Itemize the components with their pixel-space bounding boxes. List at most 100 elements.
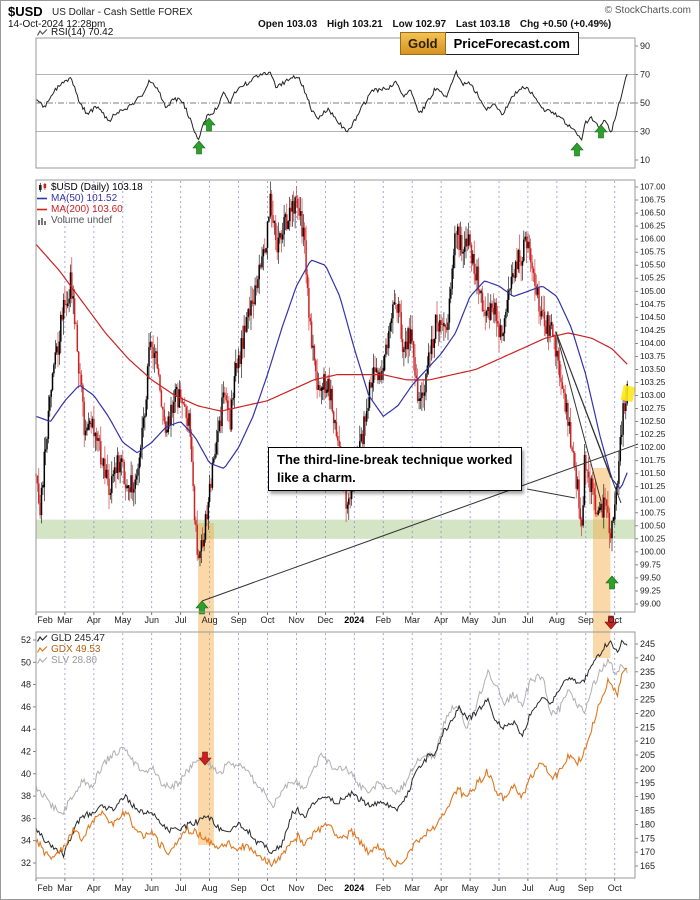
svg-text:50: 50 — [21, 657, 31, 667]
svg-text:70: 70 — [640, 70, 650, 80]
svg-text:99.25: 99.25 — [640, 586, 661, 596]
timestamp: 14-Oct-2024 12:28pm — [8, 19, 106, 30]
svg-text:107.00: 107.00 — [640, 182, 666, 192]
svg-text:40: 40 — [21, 769, 31, 779]
candlestick-icon — [39, 183, 47, 192]
svg-text:30: 30 — [640, 127, 650, 137]
ma200-legend: MA(200) 103.60 — [37, 204, 123, 215]
svg-text:101.75: 101.75 — [640, 455, 666, 465]
svg-text:Jun: Jun — [492, 883, 507, 893]
svg-text:32: 32 — [21, 858, 31, 868]
svg-text:38: 38 — [21, 791, 31, 801]
svg-text:99.00: 99.00 — [640, 599, 661, 609]
svg-text:105.00: 105.00 — [640, 286, 666, 296]
price-legend-text: $USD (Daily) 103.18 — [51, 182, 143, 193]
annotation-callout: The third-line-break technique worked li… — [268, 447, 522, 492]
svg-text:106.25: 106.25 — [640, 221, 666, 231]
svg-text:Feb: Feb — [37, 883, 53, 893]
svg-text:36: 36 — [21, 813, 31, 823]
gld-legend-text: GLD 245.47 — [51, 633, 105, 644]
svg-text:Sep: Sep — [578, 883, 594, 893]
svg-text:Mar: Mar — [57, 615, 73, 625]
arrow-up-icon — [570, 142, 584, 157]
svg-text:34: 34 — [21, 836, 31, 846]
rsi-legend-text: RSI(14) 70.42 — [51, 27, 114, 38]
svg-text:Apr: Apr — [87, 883, 101, 893]
last-label: Last — [455, 19, 477, 30]
svg-text:200: 200 — [640, 764, 655, 774]
chg-value: +0.50 (+0.49%) — [542, 19, 612, 30]
slv-legend: SLV 28.80 — [37, 655, 97, 666]
svg-text:Apr: Apr — [434, 883, 448, 893]
volume-legend-text: Volume undef — [51, 215, 113, 226]
svg-text:May: May — [462, 883, 480, 893]
svg-text:103.50: 103.50 — [640, 364, 666, 374]
ma200-line — [35, 243, 628, 412]
y-axis-labels: 90 70 50 30 10 107.00 106.75 106.50 106.25 106.00… — [21, 41, 666, 871]
svg-text:2024: 2024 — [344, 883, 364, 893]
svg-text:Oct: Oct — [260, 615, 275, 625]
svg-text:215: 215 — [640, 722, 655, 732]
svg-text:Dec: Dec — [317, 615, 334, 625]
svg-text:103.25: 103.25 — [640, 377, 666, 387]
svg-text:52: 52 — [21, 635, 31, 645]
svg-text:195: 195 — [640, 778, 655, 788]
support-zone — [36, 519, 635, 539]
open-label: Open — [258, 19, 284, 30]
svg-text:48: 48 — [21, 680, 31, 690]
svg-text:225: 225 — [640, 695, 655, 705]
svg-text:10: 10 — [640, 155, 650, 165]
svg-text:240: 240 — [640, 653, 655, 663]
svg-text:Mar: Mar — [404, 615, 420, 625]
svg-text:230: 230 — [640, 681, 655, 691]
svg-text:Oct: Oct — [608, 615, 623, 625]
svg-text:175: 175 — [640, 833, 655, 843]
svg-text:May: May — [462, 615, 480, 625]
volume-legend: Volume undef — [37, 215, 112, 226]
svg-text:235: 235 — [640, 667, 655, 677]
svg-text:105.75: 105.75 — [640, 247, 666, 257]
svg-text:185: 185 — [640, 806, 655, 816]
slv-line-icon — [37, 657, 48, 664]
svg-text:104.25: 104.25 — [640, 325, 666, 335]
svg-text:102.00: 102.00 — [640, 442, 666, 452]
arrow-up-icon — [594, 124, 608, 139]
symbol: $USD — [8, 4, 43, 19]
svg-text:Apr: Apr — [434, 615, 448, 625]
priceforecast-logo: Gold PriceForecast.com — [400, 32, 579, 55]
panel-borders — [35, 37, 636, 879]
svg-text:50: 50 — [640, 98, 650, 108]
arrow-down-icon — [198, 751, 212, 766]
gdx-line — [35, 667, 628, 868]
svg-text:Jun: Jun — [144, 883, 159, 893]
yellow-mark — [620, 384, 636, 403]
svg-text:100.50: 100.50 — [640, 520, 666, 530]
svg-text:190: 190 — [640, 792, 655, 802]
svg-text:104.75: 104.75 — [640, 299, 666, 309]
trendline — [555, 331, 622, 504]
svg-text:180: 180 — [640, 819, 655, 829]
svg-text:Sep: Sep — [578, 615, 594, 625]
volume-bars-icon — [38, 218, 46, 225]
callout-connector — [526, 488, 576, 499]
svg-text:90: 90 — [640, 41, 650, 51]
svg-text:100.25: 100.25 — [640, 533, 666, 543]
ma50-legend: MA(50) 101.52 — [37, 193, 117, 204]
slv-line — [35, 657, 628, 815]
rsi-level-lines — [36, 74, 635, 132]
ma50-line-icon — [37, 197, 47, 200]
svg-text:100.00: 100.00 — [640, 546, 666, 556]
svg-text:Feb: Feb — [375, 615, 391, 625]
svg-text:105.50: 105.50 — [640, 260, 666, 270]
gdx-legend: GDX 49.53 — [37, 644, 100, 655]
svg-text:May: May — [114, 615, 132, 625]
svg-text:99.50: 99.50 — [640, 572, 661, 582]
svg-text:101.50: 101.50 — [640, 468, 666, 478]
last-value: 103.18 — [479, 19, 511, 30]
ma50-legend-text: MA(50) 101.52 — [51, 193, 118, 204]
low-label: Low — [392, 19, 413, 30]
svg-text:102.50: 102.50 — [640, 416, 666, 426]
svg-text:44: 44 — [21, 724, 31, 734]
